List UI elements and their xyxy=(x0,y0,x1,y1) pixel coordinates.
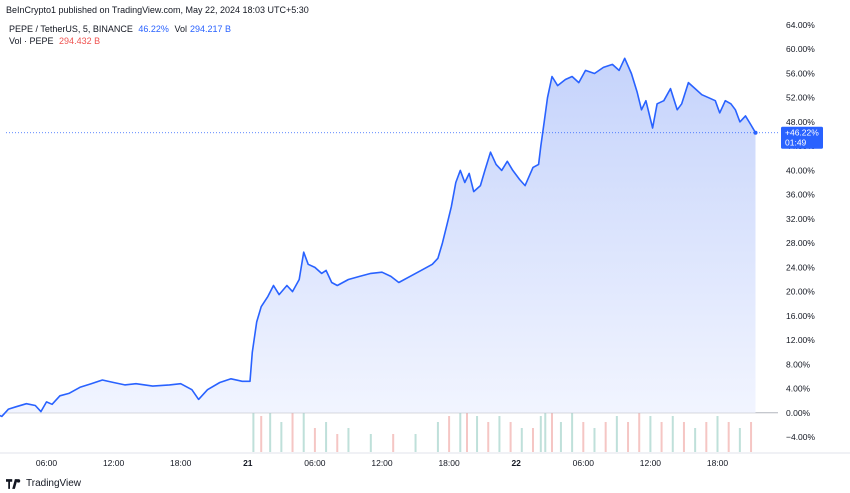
y-tick-label: 16.00% xyxy=(786,311,815,321)
volume-bar xyxy=(539,416,542,452)
x-tick-label: 21 xyxy=(243,458,253,468)
x-tick-label: 06:00 xyxy=(304,458,326,468)
y-tick-label: 40.00% xyxy=(786,165,815,175)
volume-bar xyxy=(448,416,451,452)
x-tick-label: 12:00 xyxy=(103,458,125,468)
y-tick-label: 24.00% xyxy=(786,262,815,272)
volume-bar xyxy=(509,422,512,452)
volume-bar xyxy=(459,398,462,452)
price-area-fill xyxy=(0,58,756,417)
volume-bar xyxy=(414,434,417,452)
y-tick-label: 56.00% xyxy=(786,68,815,78)
y-tick-label: 4.00% xyxy=(786,384,811,394)
y-tick-label: −4.00% xyxy=(786,432,816,442)
volume-bar xyxy=(694,428,697,452)
volume-bar xyxy=(325,422,328,452)
symbol-name: PEPE / TetherUS, 5, BINANCE xyxy=(9,24,133,34)
volume-bar xyxy=(550,410,553,452)
x-tick-label: 18:00 xyxy=(170,458,192,468)
y-tick-label: 36.00% xyxy=(786,190,815,200)
vol-series-label: Vol · PEPE xyxy=(9,36,54,46)
volume-bar xyxy=(649,416,652,452)
x-tick-label: 12:00 xyxy=(640,458,662,468)
volume-bar xyxy=(520,428,523,452)
volume-bar xyxy=(291,410,294,452)
x-tick-label: 06:00 xyxy=(36,458,58,468)
volume-bar xyxy=(260,416,263,452)
y-tick-label: 60.00% xyxy=(786,44,815,54)
vol-label: Vol xyxy=(174,24,187,34)
volume-bar xyxy=(336,434,339,452)
x-tick-label: 18:00 xyxy=(438,458,460,468)
volume-bar xyxy=(671,416,674,452)
volume-bar xyxy=(313,428,316,452)
volume-bar xyxy=(347,428,350,452)
volume-bar xyxy=(498,416,501,452)
volume-bar xyxy=(682,422,685,452)
volume-bar xyxy=(392,434,395,452)
symbol-legend: PEPE / TetherUS, 5, BINANCE 46.22% Vol 29… xyxy=(9,24,234,34)
volume-bar xyxy=(252,392,255,452)
volume-bar xyxy=(705,422,708,452)
volume-legend: Vol · PEPE 294.432 B xyxy=(9,36,103,46)
volume-bar xyxy=(269,404,272,452)
x-tick-label: 18:00 xyxy=(707,458,729,468)
time-axis[interactable]: 06:00 12:00 18:00 21 06:00 12:00 18:00 22 06:00 1… xyxy=(36,458,729,468)
tradingview-logo-icon xyxy=(6,478,21,489)
volume-bar xyxy=(280,422,283,452)
volume-bars xyxy=(252,392,753,452)
volume-bar xyxy=(615,416,618,452)
change-percent: 46.22% xyxy=(138,24,169,34)
volume-bar xyxy=(582,422,585,452)
volume-bar xyxy=(559,422,562,452)
y-tick-label: 0.00% xyxy=(786,408,811,418)
y-tick-label: 52.00% xyxy=(786,93,815,103)
volume-bar xyxy=(487,422,490,452)
y-tick-label: 32.00% xyxy=(786,214,815,224)
price-axis[interactable]: 64.00%60.00%56.00%52.00%48.00%44.00%40.0… xyxy=(786,20,816,442)
price-line xyxy=(0,57,757,418)
volume-bar xyxy=(531,428,534,452)
tradingview-footer[interactable]: TradingView xyxy=(6,478,81,489)
volume-bar xyxy=(369,434,372,452)
y-tick-label: 20.00% xyxy=(786,287,815,297)
last-price-dot xyxy=(753,130,758,135)
last-price-badge: +46.22% 01:49 xyxy=(781,126,823,149)
last-price-badge-countdown: 01:49 xyxy=(785,138,807,148)
vol-value: 294.217 B xyxy=(189,24,232,34)
y-tick-label: 48.00% xyxy=(786,117,815,127)
volume-bar xyxy=(716,416,719,452)
volume-bar xyxy=(727,422,730,452)
volume-bar xyxy=(571,410,574,452)
volume-bar xyxy=(593,428,596,452)
y-tick-label: 12.00% xyxy=(786,335,815,345)
x-tick-label: 06:00 xyxy=(573,458,595,468)
volume-bar xyxy=(627,422,630,452)
volume-bar xyxy=(436,422,439,452)
x-tick-label: 22 xyxy=(511,458,521,468)
last-price-badge-bg xyxy=(781,126,823,149)
y-tick-label: 8.00% xyxy=(786,359,811,369)
y-tick-label: 64.00% xyxy=(786,20,815,30)
volume-bar xyxy=(544,404,547,452)
last-price-badge-change: +46.22% xyxy=(785,128,819,138)
volume-bar xyxy=(750,422,753,452)
volume-bar xyxy=(738,428,741,452)
volume-bar xyxy=(638,410,641,452)
brand-name: TradingView xyxy=(26,478,82,489)
volume-bar xyxy=(660,422,663,452)
volume-bar xyxy=(465,410,468,452)
volume-bar xyxy=(302,398,305,452)
publish-caption: BeInCrypto1 published on TradingView.com… xyxy=(6,5,309,15)
vol-series-value: 294.432 B xyxy=(59,36,101,46)
volume-bar xyxy=(476,416,479,452)
x-tick-label: 12:00 xyxy=(371,458,393,468)
y-tick-label: 28.00% xyxy=(786,238,815,248)
volume-bar xyxy=(604,422,607,452)
